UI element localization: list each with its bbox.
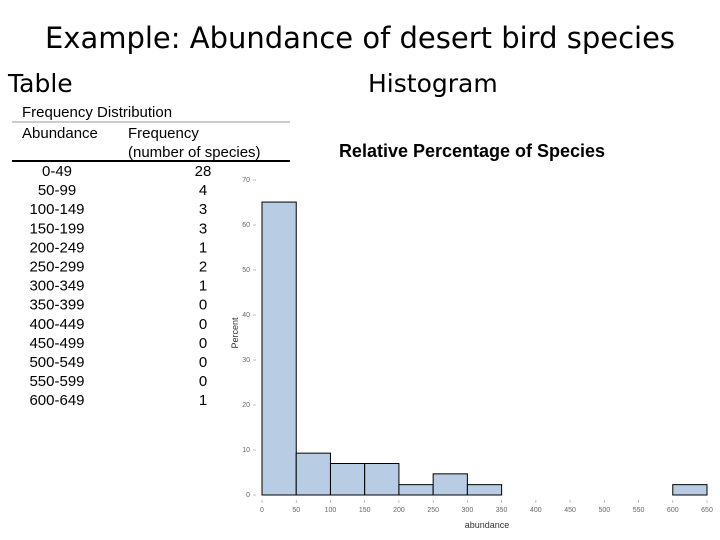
- table-cell: 100-149: [29, 201, 84, 218]
- right-heading: Histogram: [368, 69, 498, 98]
- table-cell: 150-199: [29, 220, 84, 237]
- x-tick-label: 650: [701, 507, 713, 514]
- table-body: 0-49 28 50-99 4 100-149 3 150-199 3 200-249 1 250-…: [29, 163, 211, 409]
- bar: [432, 473, 468, 496]
- table-cell: 3: [199, 201, 207, 218]
- x-tick-label: 550: [633, 507, 645, 514]
- plot: 0 10 20 30 40 50 60 70 0 50 100 150 200 250 300 350 400 4…: [242, 177, 713, 514]
- table-cell: 250-299: [29, 259, 84, 276]
- x-axis-label: abundance: [465, 520, 510, 530]
- table-cell: 0: [199, 354, 207, 371]
- table-cell: 0: [199, 316, 207, 333]
- table-cell: 400-449: [29, 316, 84, 333]
- chart-title: Relative Percentage of Species: [339, 141, 605, 161]
- table-cell: 300-349: [29, 278, 84, 295]
- table-title: Frequency Distribution: [22, 104, 172, 121]
- x-tick-label: 150: [359, 507, 371, 514]
- table-header-note: (number of species): [128, 144, 261, 161]
- x-tick-label: 600: [667, 507, 679, 514]
- y-tick-label: 70: [242, 177, 250, 184]
- x-tick-label: 250: [427, 507, 439, 514]
- table-cell: 550-599: [29, 373, 84, 390]
- bar: [672, 484, 708, 496]
- table-cell: 1: [199, 239, 207, 256]
- x-tick-label: 0: [260, 507, 264, 514]
- bar: [261, 201, 297, 496]
- x-tick-label: 350: [496, 507, 508, 514]
- x-tick-label: 300: [462, 507, 474, 514]
- table-cell: 2: [199, 259, 207, 276]
- table-cell: 3: [199, 220, 207, 237]
- y-tick-label: 40: [242, 312, 250, 319]
- bar: [364, 463, 400, 496]
- table-cell: 50-99: [38, 182, 76, 199]
- x-tick-label: 400: [530, 507, 542, 514]
- table-cell: 0: [199, 335, 207, 352]
- table-cell: 1: [199, 278, 207, 295]
- left-heading: Table: [7, 69, 73, 98]
- table-cell: 0: [199, 297, 207, 314]
- table-cell: 500-549: [29, 354, 84, 371]
- bar: [295, 452, 331, 496]
- table-cell: 600-649: [29, 392, 84, 409]
- table-cell: 4: [199, 182, 207, 199]
- table-cell: 0-49: [42, 163, 72, 180]
- y-tick-label: 10: [242, 447, 250, 454]
- table-cell: 450-499: [29, 335, 84, 352]
- bar: [398, 484, 434, 496]
- y-tick-label: 30: [242, 357, 250, 364]
- y-tick-label: 50: [242, 267, 250, 274]
- bar: [329, 463, 366, 496]
- table-header: Frequency: [128, 125, 199, 142]
- y-tick-label: 0: [246, 492, 250, 499]
- x-tick-label: 100: [325, 507, 337, 514]
- table-cell: 350-399: [29, 297, 84, 314]
- table-cell: 200-249: [29, 239, 84, 256]
- slide-title: Example: Abundance of desert bird specie…: [45, 21, 675, 55]
- bar: [466, 484, 503, 496]
- table-cell: 0: [199, 373, 207, 390]
- x-tick-label: 200: [393, 507, 405, 514]
- y-axis-label: Percent: [230, 317, 240, 349]
- table-cell: 28: [195, 163, 212, 180]
- table-header: Abundance: [22, 125, 98, 142]
- x-tick-label: 50: [292, 507, 300, 514]
- table-cell: 1: [199, 392, 207, 409]
- y-tick-label: 20: [242, 402, 250, 409]
- x-tick-label: 500: [598, 507, 610, 514]
- y-tick-label: 60: [242, 222, 250, 229]
- x-tick-label: 450: [564, 507, 576, 514]
